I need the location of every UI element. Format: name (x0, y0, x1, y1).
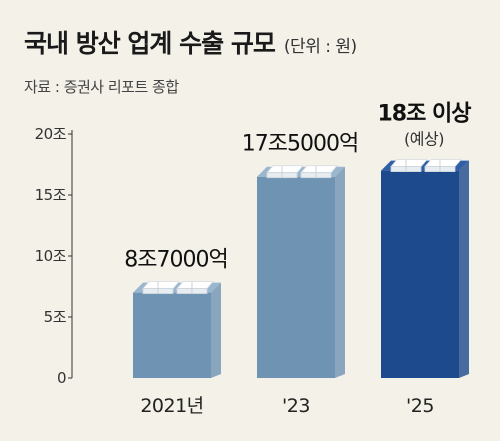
money-bundle-icon (424, 159, 462, 173)
bar-front (257, 176, 335, 378)
y-tick-label: 0 (57, 369, 66, 387)
y-tick-label: 20조 (35, 125, 67, 143)
bar-2 (381, 159, 469, 378)
bar-side (459, 160, 469, 378)
y-axis: 0 5조 10조 15조 20조 (35, 125, 73, 387)
bar-front (133, 292, 211, 378)
money-bundle-icon (176, 281, 214, 295)
bar-front (381, 170, 459, 378)
data-label: 18조 이상 (378, 102, 472, 127)
y-tick-label: 15조 (35, 186, 67, 204)
data-labels: 8조7000억 17조5000억 18조 이상 (예상) (124, 102, 472, 273)
money-bundle-icon (266, 165, 304, 179)
data-label: 17조5000억 (242, 132, 358, 157)
y-tick-label: 10조 (35, 247, 67, 265)
money-bundle-icon (142, 281, 180, 295)
data-sublabel: (예상) (404, 130, 444, 149)
bar-0 (133, 281, 221, 378)
bar-side (335, 166, 345, 378)
x-tick-label: '25 (406, 395, 434, 417)
source-label: 자료 : 증권사 리포트 종합 (24, 78, 179, 96)
unit-label: (단위 : 원) (283, 37, 357, 57)
money-bundle-icon (300, 165, 338, 179)
money-bundle-icon (390, 159, 428, 173)
x-axis: 2021년 '23 '25 (140, 395, 434, 417)
title-row: 국내 방산 업계 수출 규모 (단위 : 원) (24, 24, 357, 60)
bars (133, 159, 469, 378)
y-tick-label: 5조 (44, 308, 67, 326)
x-tick-label: 2021년 (140, 395, 203, 417)
bar-side (211, 282, 221, 378)
data-label: 8조7000억 (124, 248, 227, 273)
x-tick-label: '23 (282, 395, 310, 417)
chart-title: 국내 방산 업계 수출 규모 (24, 29, 276, 58)
bar-1 (257, 165, 345, 378)
